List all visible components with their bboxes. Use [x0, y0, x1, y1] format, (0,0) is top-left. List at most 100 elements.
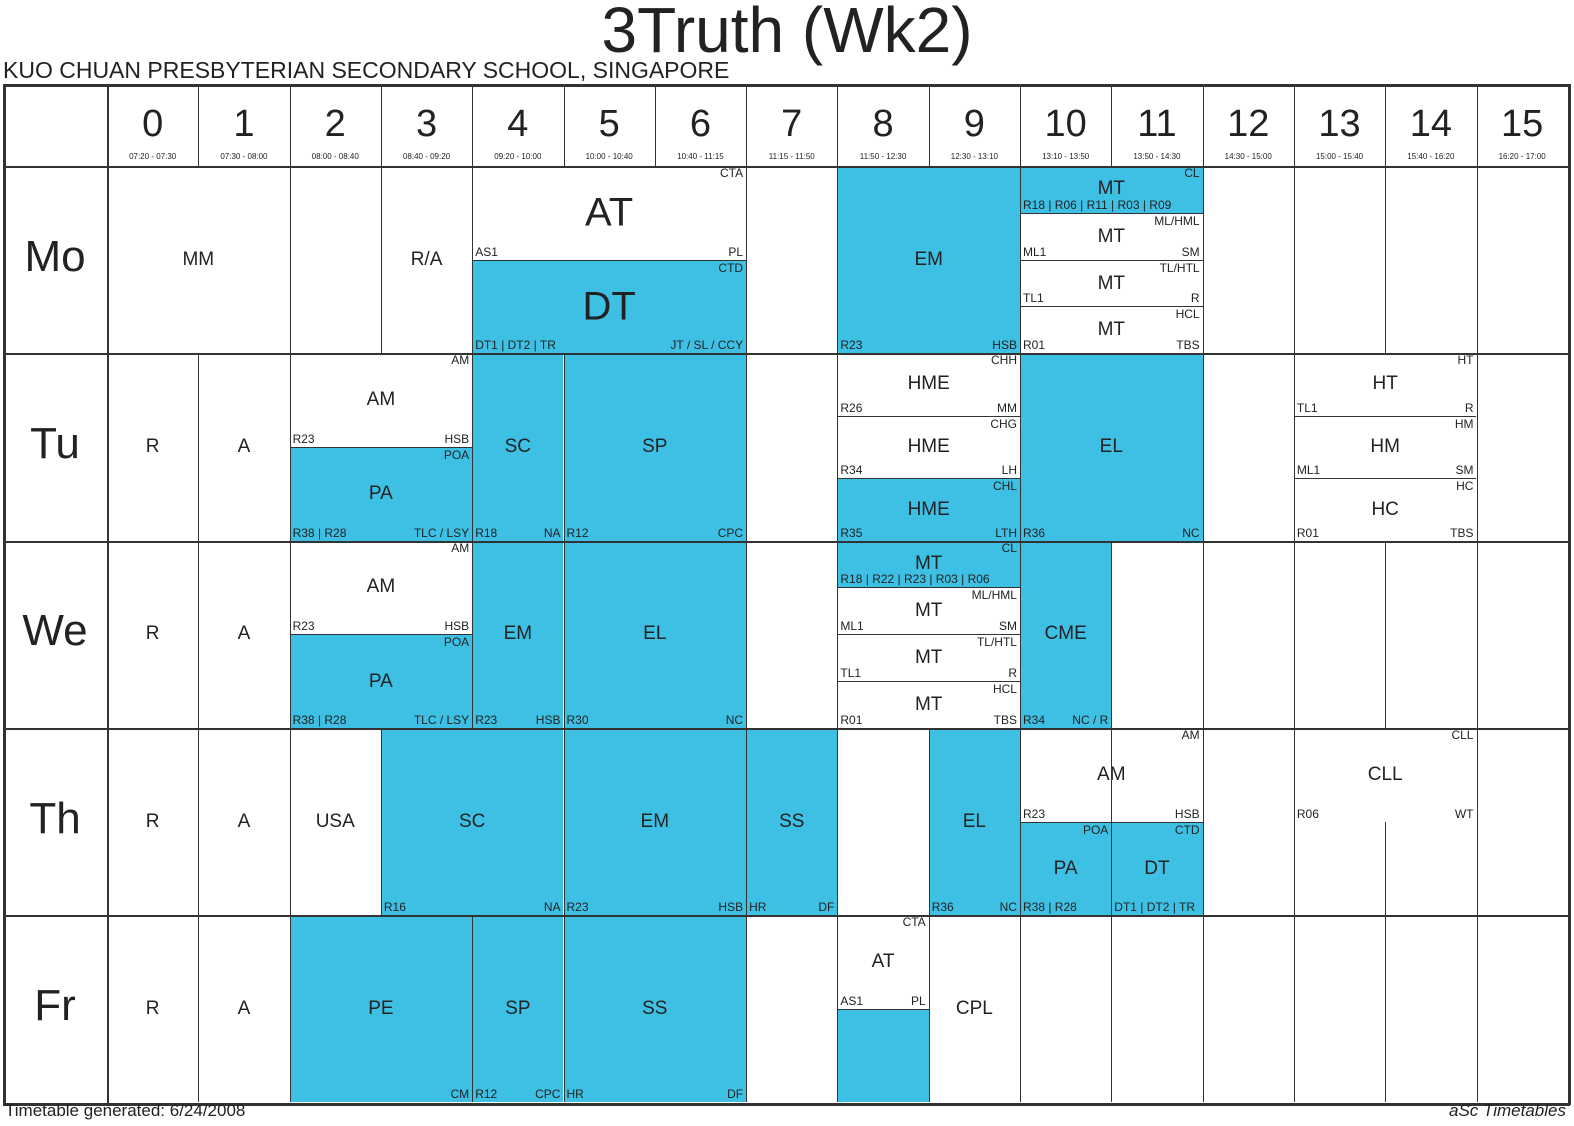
lesson-room: TL1	[1296, 400, 1318, 415]
lesson-room: R12	[566, 525, 589, 540]
period-number: 8	[872, 103, 894, 145]
lesson-cell: HC HC R01 TBS	[1293, 478, 1477, 541]
lesson-subject: R	[145, 997, 160, 1019]
grid-line	[1020, 727, 1021, 916]
lesson-room: ML1	[840, 619, 864, 634]
grid-line	[289, 540, 291, 728]
lesson-room: R23	[292, 431, 315, 446]
lesson-staff: SM	[1455, 463, 1474, 478]
lesson-subject: SP	[642, 435, 668, 457]
lesson-cell: R/A	[381, 166, 472, 353]
lesson-cell: EL R36 NC	[928, 727, 1020, 916]
lesson-cell: R	[107, 915, 198, 1102]
lesson-teacher: CLL	[1451, 727, 1474, 742]
lesson-staff: HSB	[1174, 806, 1200, 821]
lesson-subject: HM	[1370, 436, 1400, 458]
lesson-room: R18 | R06 | R11 | R03 | R09	[1023, 197, 1172, 212]
day-label: Mo	[24, 231, 86, 281]
grid-line	[289, 727, 291, 916]
grid-line	[1111, 915, 1113, 1103]
grid-line	[654, 84, 656, 166]
grid-line	[746, 353, 748, 541]
period-number: 7	[781, 103, 803, 145]
grid-line	[289, 84, 291, 166]
grid-line	[3, 166, 1568, 168]
period-number: 2	[324, 103, 346, 145]
grid-line	[198, 727, 200, 916]
lesson-subject: EL	[643, 623, 667, 645]
lesson-subject: HME	[907, 436, 950, 458]
lesson-room: R38 | R28	[292, 712, 347, 727]
lesson-teacher: AM	[451, 540, 470, 555]
lesson-cell: MT CL R18 | R06 | R11 | R03 | R09	[1020, 166, 1203, 213]
lesson-subject: AM	[366, 576, 396, 598]
lesson-room: R38 | R28	[292, 525, 347, 540]
period-time: 11:15 - 11:50	[768, 152, 815, 161]
lesson-cell: CLL CLL R06 WT	[1294, 728, 1477, 822]
grid-line	[472, 540, 474, 728]
lesson-cell: AM AM R23 HSB	[290, 353, 473, 447]
lesson-cell: PA POA R38 | R28 TLC / LSY	[289, 446, 473, 541]
lesson-teacher: CTA	[719, 166, 744, 180]
lesson-teacher: HCL	[992, 682, 1017, 697]
lesson-cell: PA POA R38 | R28 TLC / LSY	[289, 634, 473, 728]
grid-line	[837, 166, 839, 354]
grid-line	[380, 166, 382, 354]
lesson-cell: DT CTD DT1 | DT2 | TR JT / SL / CCY	[472, 259, 747, 354]
grid-line	[1202, 353, 1204, 541]
period-time: 08:40 - 09:20	[402, 152, 451, 161]
lesson-staff: DF	[818, 900, 835, 915]
lesson-teacher: HT	[1457, 353, 1474, 368]
grid-line	[837, 727, 839, 916]
period-time: 11:50 - 12:30	[859, 152, 907, 161]
lesson-cell: SP R12 CPC	[472, 915, 564, 1103]
grid-line	[198, 84, 200, 166]
lesson-subject: DT	[582, 284, 636, 329]
lesson-cell: HME CHG R34 LH	[837, 415, 1020, 478]
lesson-room: R23	[566, 900, 589, 915]
day-label: Tu	[30, 418, 80, 468]
lesson-cell: EL R30 NC	[563, 540, 747, 728]
lesson-room: R01	[840, 712, 863, 727]
lesson-room: R36	[1023, 525, 1046, 540]
lesson-room: R18	[475, 525, 498, 540]
lesson-subject: R	[145, 623, 160, 645]
lesson-teacher: AM	[1181, 727, 1200, 742]
grid-line	[837, 915, 839, 1103]
lesson-subject: A	[237, 623, 251, 645]
lesson-staff: R	[1464, 400, 1474, 415]
lesson-room: R23	[292, 619, 315, 634]
lesson-staff: NA	[543, 900, 561, 915]
grid-line	[746, 166, 748, 354]
grid-line	[289, 166, 291, 354]
lesson-teacher: POA	[1082, 822, 1109, 837]
lesson-subject: PA	[1053, 857, 1078, 879]
lesson-room: AS1	[475, 244, 498, 259]
lesson-staff: NC	[725, 712, 744, 727]
lesson-subject: AM	[366, 389, 396, 411]
grid-line	[928, 727, 930, 916]
period-number: 3	[415, 103, 438, 145]
grid-line	[472, 84, 474, 166]
lesson-subject: EL	[1099, 435, 1123, 457]
day-label: We	[22, 606, 88, 656]
grid-line	[928, 915, 930, 1103]
lesson-subject: MT	[1097, 319, 1126, 341]
grid-line	[289, 915, 291, 1103]
grid-line	[746, 84, 748, 166]
grid-line	[837, 84, 839, 166]
grid-line	[1385, 166, 1387, 354]
period-time: 07:30 - 08:00	[220, 152, 268, 161]
lesson-subject: MT	[914, 553, 943, 574]
lesson-teacher: AM	[451, 353, 470, 368]
timetable-grid: MM R/A AT CTA AS1 PL DT CTD DT1 | DT2 | TR JT / S…	[0, 84, 1571, 1106]
period-time: 07:20 - 07:30	[129, 152, 177, 161]
period-number: 12	[1227, 103, 1270, 145]
grid-line	[1020, 166, 1021, 354]
lesson-subject: SP	[505, 997, 531, 1019]
lesson-subject: PE	[368, 997, 394, 1019]
lesson-subject: SC	[458, 810, 486, 832]
grid-line	[563, 353, 565, 541]
lesson-subject: DT	[1144, 857, 1170, 879]
lesson-subject: SS	[779, 810, 805, 832]
